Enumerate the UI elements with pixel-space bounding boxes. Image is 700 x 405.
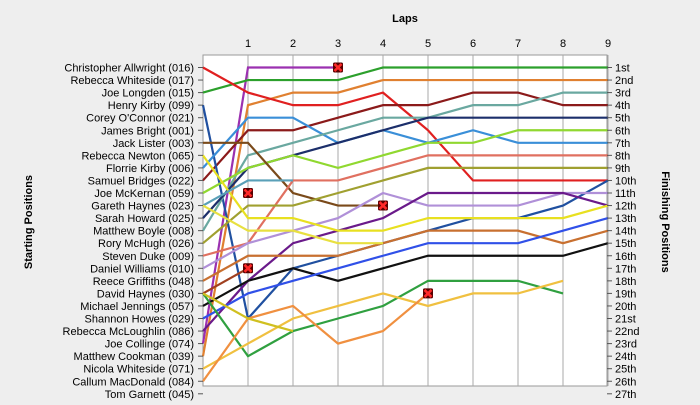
start-position-label: Callum MacDonald (084): [72, 376, 194, 388]
start-position-label: Rebecca Newton (065): [81, 150, 194, 162]
retirement-marker: [243, 263, 253, 274]
start-position-label: Rory McHugh (026): [98, 238, 194, 250]
y-axis-label-right: Finishing Positions: [659, 171, 671, 272]
series-line-16: [202, 154, 609, 232]
start-position-label: Corey O'Connor (021): [86, 113, 194, 125]
finish-position-label: 24th: [615, 351, 636, 363]
start-position-label: Rebecca Whiteside (017): [70, 75, 194, 87]
finish-position-label: 8th: [615, 150, 630, 162]
start-position-label: Matthew Boyle (008): [93, 226, 194, 238]
start-position-label: Florrie Kirby (006): [106, 163, 194, 175]
series-line-18: [202, 242, 609, 307]
series-line-13: [202, 166, 608, 245]
start-position-label: Sarah Howard (025): [95, 213, 194, 225]
finish-position-label: 22nd: [615, 326, 639, 338]
finish-position-label: 3rd: [615, 88, 631, 100]
finish-position-label: 23rd: [615, 339, 637, 351]
start-position-label: Matthew Cookman (039): [74, 351, 194, 363]
finish-position-label: 16th: [615, 251, 636, 263]
series-line-11: [203, 141, 383, 207]
series-line-4: [202, 66, 608, 182]
x-tick-label: 6: [470, 38, 476, 50]
series-line-10: [202, 129, 608, 194]
x-tick-label: 2: [290, 38, 296, 50]
series-line-12: [202, 154, 608, 257]
retirement-marker: [243, 188, 253, 198]
start-position-label: Tom Garnett (045): [105, 389, 194, 401]
start-position-label: Joe McKernan (059): [94, 188, 194, 200]
x-tick-label: 8: [560, 38, 566, 50]
retirement-markers: [243, 62, 433, 299]
start-position-label: Jack Lister (003): [113, 138, 194, 150]
finish-position-label: 1st: [615, 63, 630, 75]
finish-position-label: 2nd: [615, 75, 633, 87]
start-position-label: Joe Longden (015): [102, 88, 194, 100]
finish-position-label: 18th: [615, 276, 636, 288]
start-position-label: Shannon Howes (029): [85, 314, 194, 326]
start-position-label: Joe Collinge (074): [105, 339, 194, 351]
finishing-position-labels: 1st2nd3rd4th5th6th7th8th9th10th11th12th1…: [607, 63, 639, 401]
finish-position-label: 7th: [615, 138, 630, 150]
start-position-label: Rebecca McLoughlin (086): [63, 326, 194, 338]
finish-position-label: 10th: [615, 175, 636, 187]
x-tick-label: 3: [335, 38, 341, 50]
series-line-14: [202, 191, 608, 270]
finish-position-label: 26th: [615, 376, 636, 388]
start-position-label: Daniel Williams (010): [90, 263, 194, 275]
series-line-1: [201, 66, 338, 344]
x-tick-label: 1: [245, 38, 251, 50]
finish-position-label: 25th: [615, 364, 636, 376]
retirement-marker: [333, 62, 343, 73]
series-line-15: [202, 191, 609, 332]
finish-position-label: 4th: [615, 100, 630, 112]
series-line-22: [202, 292, 429, 382]
series-line-7: [202, 116, 608, 169]
finish-position-label: 12th: [615, 201, 636, 213]
finish-position-label: 17th: [615, 263, 636, 275]
finish-position-label: 13th: [615, 213, 636, 225]
start-position-label: Christopher Allwright (016): [64, 63, 194, 75]
finish-position-label: 19th: [615, 288, 636, 300]
finish-position-label: 5th: [615, 113, 630, 125]
retirement-marker: [378, 200, 388, 211]
start-position-label: Michael Jennings (057): [80, 301, 194, 313]
finish-position-label: 6th: [615, 125, 630, 137]
series-line-25: [202, 267, 249, 295]
x-tick-label: 9: [605, 38, 611, 50]
start-position-label: James Bright (001): [101, 125, 194, 137]
series-line-20: [202, 279, 564, 358]
finish-position-label: 20th: [615, 301, 636, 313]
start-position-label: Gareth Haynes (023): [91, 201, 194, 213]
series-layer: [201, 66, 609, 382]
y-axis-label-left: Starting Positions: [23, 175, 35, 269]
x-tick-label: 7: [515, 38, 521, 50]
x-tick-label: 5: [425, 38, 431, 50]
start-position-label: Steven Duke (009): [102, 251, 194, 263]
finish-position-label: 15th: [615, 238, 636, 250]
chart-title: Laps: [392, 13, 418, 25]
finish-position-label: 21st: [615, 314, 636, 326]
finish-position-label: 27th: [615, 389, 636, 401]
finish-position-label: 11th: [615, 188, 636, 200]
x-tick-label: 4: [380, 38, 386, 50]
series-line-24: [202, 204, 383, 245]
series-line-23: [202, 179, 293, 207]
finish-position-label: 14th: [615, 226, 636, 238]
start-position-label: Reece Griffiths (048): [93, 276, 194, 288]
retirement-marker: [423, 288, 433, 299]
start-position-label: Henry Kirby (099): [108, 100, 194, 112]
starting-position-labels: Christopher Allwright (016)Rebecca White…: [63, 63, 203, 401]
start-position-label: David Haynes (030): [97, 288, 194, 300]
start-position-label: Samuel Bridges (022): [88, 175, 194, 187]
series-line-21: [202, 279, 564, 370]
series-line-26: [202, 292, 294, 333]
series-line-19: [202, 217, 609, 320]
finish-position-label: 9th: [615, 163, 630, 175]
series-line-8: [202, 91, 608, 232]
series-line-2: [202, 66, 608, 94]
x-tick-labels: 1 2 3 4 5 6 7 8 9: [245, 38, 611, 50]
start-position-label: Nicola Whiteside (071): [83, 364, 194, 376]
